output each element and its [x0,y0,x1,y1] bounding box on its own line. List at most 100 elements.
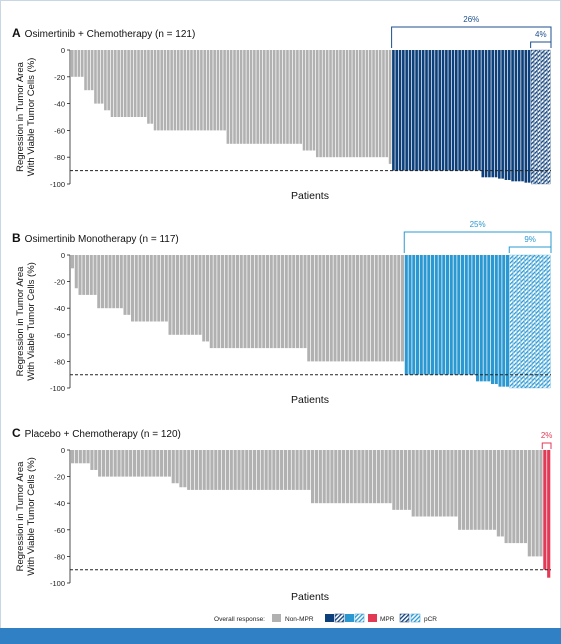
y-tick-label: -100 [50,579,65,588]
bar-mpr [491,255,495,385]
legend-label-non-mpr: Non-MPR [285,616,314,623]
bar-non-mpr [251,255,255,349]
bar-non-mpr [198,255,202,335]
bottom-accent-bar [0,628,561,644]
bar-mpr [484,50,488,178]
bar-non-mpr [341,450,346,504]
bar-mpr [524,50,528,183]
bar-non-mpr [489,450,493,530]
bar-non-mpr [329,255,333,362]
bar-non-mpr [292,255,296,349]
bar-non-mpr [179,255,183,335]
bar-non-mpr [144,450,148,477]
bar-non-mpr [325,50,329,158]
bar-non-mpr [100,50,104,104]
bar-non-mpr [127,255,131,315]
bar-non-mpr [171,450,175,484]
bar-mpr [455,50,458,171]
bar-mpr [543,450,547,570]
bar-non-mpr [367,255,371,362]
bar-non-mpr [104,255,108,309]
bar-non-mpr [318,255,322,362]
bar-non-mpr [233,50,236,144]
bar-non-mpr [78,255,82,295]
y-axis-label: Regression in Tumor AreaWith Viable Tumo… [15,457,37,576]
bar-non-mpr [74,450,79,464]
bar-non-mpr [101,255,105,309]
bar-non-mpr [214,450,218,490]
bar-non-mpr [415,450,419,517]
bar-non-mpr [233,450,237,490]
legend-label-mpr: MPR [380,616,395,623]
bar-mpr [472,255,476,375]
bar-non-mpr [277,255,281,349]
bar-non-mpr [210,50,213,131]
bar-non-mpr [266,50,269,144]
panel-title-text: Osimertinib + Chemotherapy (n = 121) [25,29,196,40]
bar-non-mpr [389,255,393,362]
bar-non-mpr [109,450,113,477]
panel-title: C Placebo + Chemotherapy (n = 120) [12,426,181,440]
bar-non-mpr [239,255,243,349]
bar-non-mpr [107,50,111,111]
bar-pcr [535,254,540,389]
bar-non-mpr [332,50,336,158]
y-axis-label: Regression in Tumor AreaWith Viable Tumo… [15,58,37,177]
bar-non-mpr [117,450,121,477]
bar-non-mpr [200,50,203,131]
bar-mpr [501,50,504,179]
bar-mpr [494,255,498,385]
bar-pcr [544,49,548,185]
bar-mpr [404,255,408,375]
bar-pcr [534,49,538,185]
bracket-pcr-line [508,246,552,253]
bar-mpr [446,255,450,375]
bar-non-mpr [461,450,466,530]
bar-non-mpr [492,450,497,530]
bar-pcr [547,254,551,389]
bar-mpr [507,50,511,180]
bar-non-mpr [172,255,176,335]
bar-non-mpr [322,255,326,362]
bar-non-mpr [353,450,357,504]
bar-non-mpr [93,255,97,295]
bar-non-mpr [512,450,516,544]
bracket-mpr-label: 2% [541,431,553,440]
bar-mpr [431,50,435,171]
bar-non-mpr [359,255,363,362]
bar-non-mpr [131,255,135,322]
bar-mpr [441,50,445,171]
bar-non-mpr [203,50,207,131]
bar-non-mpr [282,50,286,144]
bar-non-mpr [319,50,322,158]
bar-non-mpr [89,255,93,295]
bar-pcr [517,254,521,389]
bar-non-mpr [78,450,82,464]
bar-non-mpr [191,450,195,490]
bar-non-mpr [133,50,137,117]
bar-non-mpr [134,255,138,322]
bar-mpr [431,255,435,375]
bar-non-mpr [272,50,276,144]
bar-non-mpr [98,450,102,477]
y-tick-label: -100 [50,180,65,189]
bar-non-mpr [411,450,415,517]
bar-non-mpr [318,450,322,504]
bar-non-mpr [307,255,311,362]
y-tick-label: -80 [54,552,65,561]
bracket-mpr-label: 25% [470,220,486,229]
bar-mpr [468,50,471,171]
bar-mpr [479,255,483,382]
y-tick-label: -100 [50,384,65,393]
bar-non-mpr [167,50,170,131]
bar-non-mpr [369,450,373,504]
bar-mpr [521,50,524,182]
bar-mpr [442,255,446,375]
bracket-pcr-label: 9% [524,235,536,244]
y-tick-label: 0 [61,46,65,55]
bar-non-mpr [94,50,97,104]
bar-mpr [418,50,422,171]
bar-non-mpr [223,50,226,131]
bar-non-mpr [221,255,225,349]
bar-non-mpr [363,255,367,362]
